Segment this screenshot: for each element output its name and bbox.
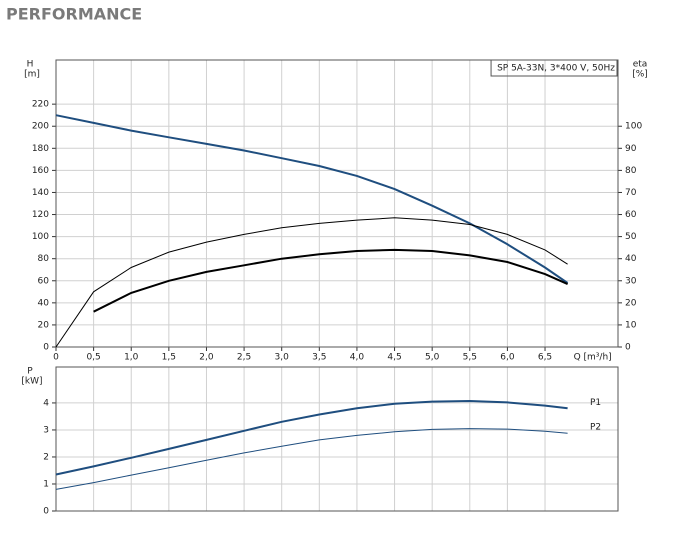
series-label: P1 (590, 398, 601, 408)
x-tick-label: 3,0 (275, 353, 290, 363)
series-line (55, 217, 568, 348)
x-tick-label: 4,0 (350, 353, 365, 363)
y-tick-label: 200 (32, 122, 49, 132)
y-tick-label: 160 (32, 166, 49, 176)
y2-tick-label: 60 (625, 210, 637, 220)
y2-tick-label: 100 (625, 122, 642, 132)
series-line (55, 399, 568, 476)
y-tick-label: 40 (38, 298, 50, 308)
x-tick-label: 4,5 (387, 353, 401, 363)
y2-tick-label: 10 (625, 320, 637, 330)
y-tick-label: 0 (43, 343, 49, 353)
legend-box-label: SP 5A-33N, 3*400 V, 50Hz (497, 64, 615, 74)
x-tick-label: 2,5 (237, 353, 251, 363)
y-tick-label: 1 (43, 479, 49, 489)
x-tick-label: 3,5 (312, 353, 326, 363)
plot-frame (55, 59, 619, 348)
x-tick-label: 5,5 (463, 353, 477, 363)
x-tick-label: 6,5 (538, 353, 552, 363)
y2-tick-label: 80 (625, 166, 637, 176)
series-label: P2 (590, 423, 601, 433)
y-tick-label: 180 (32, 144, 49, 154)
series-line (93, 248, 569, 313)
x-tick-label: 2,0 (199, 353, 214, 363)
legend-box (490, 59, 618, 77)
y2-axis-unit: [%] (632, 70, 648, 80)
y-tick-label: 100 (32, 232, 49, 242)
y-tick-label: 120 (32, 210, 49, 220)
x-tick-label: 0,5 (86, 353, 100, 363)
y-tick-label: 4 (43, 398, 49, 408)
series-line (55, 114, 569, 284)
y-axis-label: H (27, 60, 34, 70)
y2-tick-label: 40 (625, 254, 637, 264)
y2-tick-label: 50 (625, 232, 637, 242)
plot-frame (55, 366, 619, 512)
y-tick-label: 80 (38, 254, 50, 264)
x-tick-label: 5,0 (425, 353, 440, 363)
x-tick-label: 6,0 (500, 353, 515, 363)
x-tick-label: 0 (53, 353, 59, 363)
y2-tick-label: 70 (625, 188, 637, 198)
y-axis-unit: [kW] (21, 377, 42, 387)
y2-tick-label: 90 (625, 144, 637, 154)
y-tick-label: 20 (38, 320, 50, 330)
y-tick-label: 2 (43, 452, 49, 462)
x-tick-label: 1,5 (162, 353, 176, 363)
x-axis-label: Q [m³/h] (574, 353, 612, 363)
page-title: PERFORMANCE (6, 5, 142, 24)
y2-tick-label: 20 (625, 298, 637, 308)
series-line (55, 428, 568, 490)
y2-tick-label: 0 (625, 343, 631, 353)
y-tick-label: 0 (43, 507, 49, 517)
y-tick-label: 60 (38, 276, 50, 286)
y2-tick-label: 30 (625, 276, 637, 286)
y-tick-label: 3 (43, 425, 49, 435)
y-axis-label: P (27, 367, 33, 377)
y2-axis-label: eta (633, 60, 648, 70)
y-axis-unit: [m] (24, 70, 40, 80)
y-tick-label: 140 (32, 188, 49, 198)
y-tick-label: 220 (32, 100, 49, 110)
x-tick-label: 1,0 (124, 353, 139, 363)
